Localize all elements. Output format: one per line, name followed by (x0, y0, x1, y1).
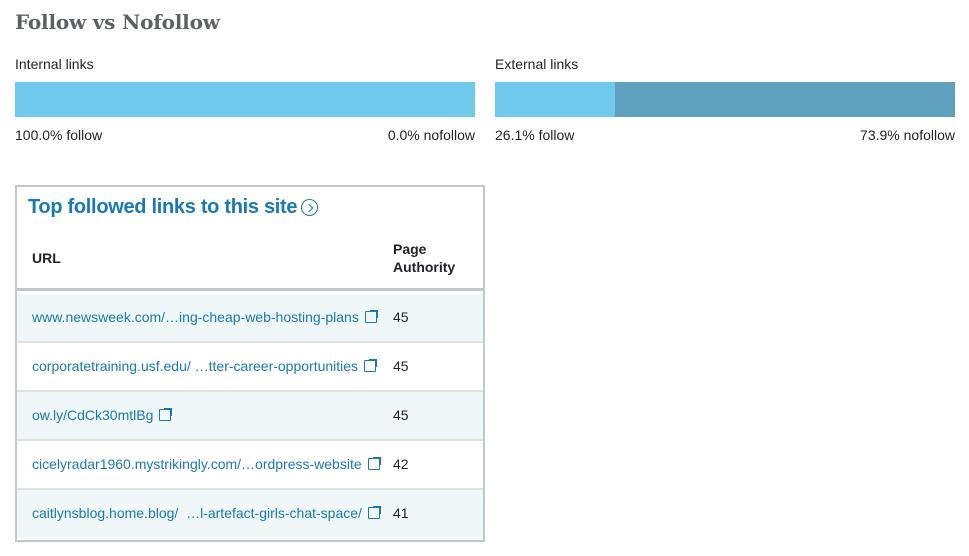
external-links-block: External links 26.1% follow 73.9% nofoll… (495, 55, 955, 143)
follow-segment (495, 82, 616, 117)
internal-links-bar (15, 82, 475, 117)
chevron-circle-right-icon[interactable] (301, 199, 319, 216)
external-link-icon[interactable] (364, 358, 379, 372)
external-links-label: External links (495, 56, 579, 72)
follow-percent: 26.1% follow (495, 127, 575, 143)
url-text: ow.ly/CdCk30mtlBg (32, 407, 154, 423)
follow-segment (15, 82, 475, 117)
table-row: www.newsweek.com/…ing-cheap-web-hosting-… (17, 294, 483, 343)
url-link[interactable]: www.newsweek.com/…ing-cheap-web-hosting-… (32, 309, 379, 325)
table-body: www.newsweek.com/…ing-cheap-web-hosting-… (17, 294, 483, 539)
url-text: www.newsweek.com/…ing-cheap-web-hosting-… (32, 309, 359, 325)
nofollow-percent: 73.9% nofollow (860, 127, 955, 143)
url-text: corporatetraining.usf.edu/ …tter-career-… (32, 358, 359, 374)
card-title: Top followed links to this site (28, 196, 298, 218)
url-text: caitlynsblog.home.blog/ …l-artefact-girl… (32, 505, 362, 521)
internal-links-label: Internal links (15, 56, 94, 72)
table-header: URL Page Authority (17, 235, 483, 291)
page-authority-value: 41 (393, 505, 409, 521)
external-link-icon[interactable] (367, 505, 382, 519)
url-text: cicelyradar1960.mystrikingly.com/…ordpre… (32, 456, 362, 472)
url-link[interactable]: corporatetraining.usf.edu/ …tter-career-… (32, 358, 379, 374)
nofollow-percent: 0.0% nofollow (387, 127, 475, 143)
section-title: Follow vs Nofollow (15, 10, 220, 34)
nofollow-segment (615, 82, 955, 117)
table-row: corporatetraining.usf.edu/ …tter-career-… (17, 343, 483, 392)
url-link[interactable]: caitlynsblog.home.blog/ …l-artefact-girl… (32, 505, 382, 521)
table-row: caitlynsblog.home.blog/ …l-artefact-girl… (17, 490, 483, 539)
internal-links-block: Internal links 100.0% follow 0.0% nofoll… (15, 55, 475, 143)
page-authority-value: 45 (393, 407, 409, 423)
top-followed-links-card: Top followed links to this site URL Page… (15, 185, 485, 542)
table-row: ow.ly/CdCk30mtlBg 45 (17, 392, 483, 441)
external-link-icon[interactable] (159, 407, 174, 421)
url-link[interactable]: cicelyradar1960.mystrikingly.com/…ordpre… (32, 456, 382, 472)
card-title-link[interactable]: Top followed links to this site (28, 196, 319, 219)
page-authority-value: 45 (393, 358, 409, 374)
external-link-icon[interactable] (364, 309, 379, 323)
page-authority-value: 45 (393, 309, 409, 325)
follow-percent: 100.0% follow (15, 127, 103, 143)
column-header-url: URL (32, 250, 61, 266)
external-link-icon[interactable] (367, 456, 382, 470)
page-authority-value: 42 (393, 456, 409, 472)
column-header-page-authority: Page Authority (393, 241, 456, 275)
table-row: cicelyradar1960.mystrikingly.com/…ordpre… (17, 441, 483, 490)
external-links-bar (495, 82, 955, 117)
url-link[interactable]: ow.ly/CdCk30mtlBg (32, 407, 174, 423)
